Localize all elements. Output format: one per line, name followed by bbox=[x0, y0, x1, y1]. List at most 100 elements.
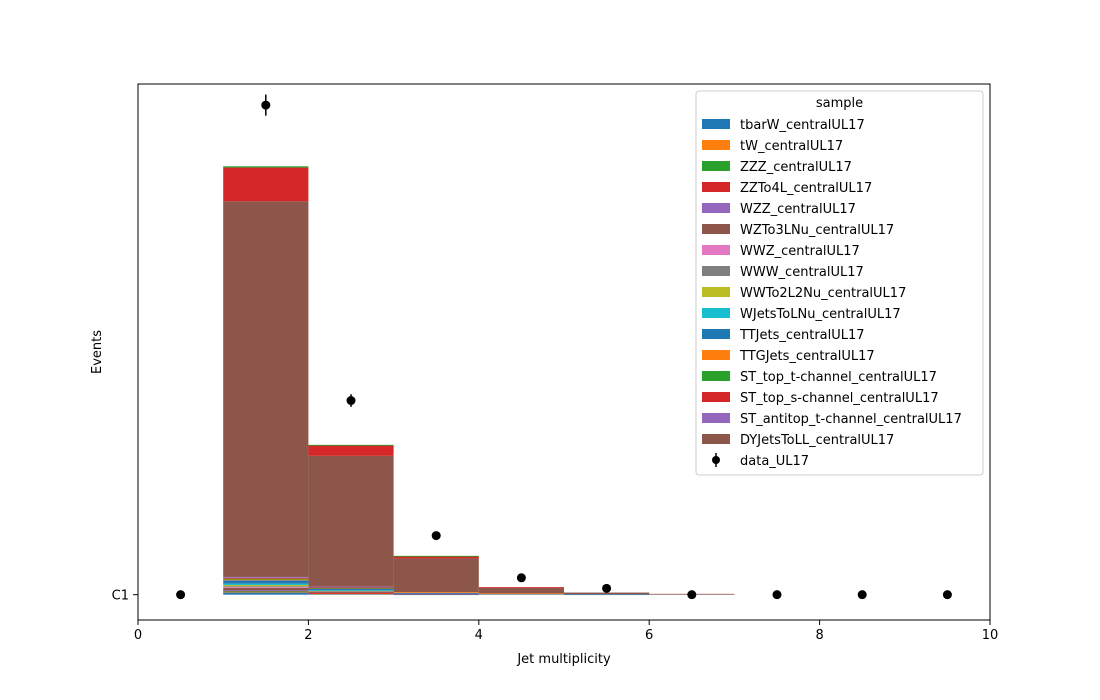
data-point-0 bbox=[176, 590, 186, 600]
legend-swatch-5 bbox=[702, 224, 730, 234]
bar-ST_antitop_t-channel_centralUL17-bin-1 bbox=[223, 576, 309, 578]
legend-swatch-3 bbox=[702, 182, 730, 192]
x-tick-label-10: 10 bbox=[982, 628, 999, 643]
bar-tbarW_centralUL17-bin-3 bbox=[393, 594, 479, 596]
x-tick-label-4: 4 bbox=[475, 628, 483, 643]
legend-entry-10: TTJets_centralUL17 bbox=[739, 328, 865, 343]
data-point-4 bbox=[516, 573, 526, 583]
legend-swatch-1 bbox=[702, 140, 730, 150]
legend-box bbox=[695, 90, 984, 476]
legend-swatch-4 bbox=[702, 203, 730, 213]
legend-entry-8: WWTo2L2Nu_centralUL17 bbox=[740, 286, 906, 301]
data-point-7 bbox=[772, 590, 782, 600]
bar-WZTo3LNu_centralUL17-bin-1 bbox=[223, 587, 309, 591]
bar-ST_top_t-channel_centralUL17-bin-1 bbox=[223, 578, 309, 580]
legend-swatch-9 bbox=[702, 308, 730, 318]
bar-WZTo3LNu_centralUL17-bin-2 bbox=[308, 591, 394, 593]
legend-entry-4: WZZ_centralUL17 bbox=[740, 202, 856, 217]
bar-ST_top_s-channel_centralUL17-bin-2 bbox=[308, 587, 394, 588]
legend-swatch-13 bbox=[702, 392, 730, 402]
data-point-9 bbox=[942, 590, 952, 600]
bar-WZZ_centralUL17-bin-1 bbox=[223, 590, 309, 591]
bar-ZZTo4L_centralUL17-bin-1 bbox=[223, 590, 309, 592]
bar-WWZ_centralUL17-bin-3 bbox=[393, 593, 479, 595]
legend-entry-data: data_UL17 bbox=[740, 454, 809, 469]
bar-ST_top_s-channel_centralUL17-bin-2 bbox=[308, 445, 394, 456]
bar-tW_centralUL17-bin-1 bbox=[223, 591, 309, 593]
legend-swatch-11 bbox=[702, 350, 730, 360]
data-points bbox=[176, 94, 952, 600]
bar-ZZZ_centralUL17-bin-1 bbox=[223, 591, 309, 593]
bar-ST_top_t-channel_centralUL17-bin-2 bbox=[308, 587, 394, 589]
bar-TTGJets_centralUL17-bin-3 bbox=[393, 592, 479, 593]
y-axis-label: Events bbox=[90, 330, 105, 374]
bar-tW_centralUL17-bin-2 bbox=[308, 593, 394, 595]
legend: sample tbarW_centralUL17 tW_centralUL17 ZZZ… bbox=[695, 90, 984, 476]
bar-ST_top_s-channel_centralUL17-bin-4 bbox=[478, 587, 564, 588]
bar-tbarW_centralUL17-bin-2 bbox=[308, 593, 394, 595]
bar-WWZ_centralUL17-bin-1 bbox=[223, 587, 309, 588]
legend-entry-6: WWZ_centralUL17 bbox=[740, 244, 860, 259]
bar-ST_top_s-channel_centralUL17-bin-3 bbox=[393, 556, 479, 559]
bar-WWTo2L2Nu_centralUL17-bin-1 bbox=[223, 584, 309, 587]
bar-TTJets_centralUL17-bin-5 bbox=[564, 594, 650, 596]
bar-TTJets_centralUL17-bin-1 bbox=[223, 580, 309, 584]
bar-ST_top_s-channel_centralUL17-bin-1 bbox=[223, 577, 309, 579]
legend-entry-2: ZZZ_centralUL17 bbox=[740, 160, 852, 175]
legend-swatch-10 bbox=[702, 329, 730, 339]
bar-ZZTo4L_centralUL17-bin-2 bbox=[308, 592, 394, 594]
bar-WJetsToLNu_centralUL17-bin-1 bbox=[223, 583, 309, 585]
bar-TTJets_centralUL17-bin-4 bbox=[478, 593, 564, 595]
legend-data-marker bbox=[712, 456, 720, 464]
x-tick-label-0: 0 bbox=[134, 628, 142, 643]
legend-entry-13: ST_top_s-channel_centralUL17 bbox=[740, 391, 939, 406]
x-axis-ticks: 0 2 4 6 8 10 bbox=[134, 620, 998, 643]
histogram-bars bbox=[223, 166, 735, 596]
legend-entry-0: tbarW_centralUL17 bbox=[740, 118, 865, 133]
legend-entry-11: TTGJets_centralUL17 bbox=[739, 349, 875, 364]
bar-ST_top_t-channel_centralUL17-bin-1 bbox=[223, 166, 309, 168]
legend-entry-7: WWW_centralUL17 bbox=[740, 265, 864, 280]
legend-entry-14: ST_antitop_t-channel_centralUL17 bbox=[740, 412, 962, 427]
bar-DYJetsToLL_centralUL17-bin-3 bbox=[393, 558, 479, 593]
data-point-3 bbox=[431, 531, 441, 541]
x-tick-label-6: 6 bbox=[645, 628, 653, 643]
y-axis-ticks: C1 bbox=[112, 589, 138, 604]
bar-TTGJets_centralUL17-bin-1 bbox=[223, 579, 309, 581]
data-point-5 bbox=[602, 583, 612, 593]
bar-WWTo2L2Nu_centralUL17-bin-2 bbox=[308, 590, 394, 592]
y-tick-label-0: C1 bbox=[112, 589, 129, 604]
legend-swatch-7 bbox=[702, 266, 730, 276]
bar-ST_top_s-channel_centralUL17-bin-1 bbox=[223, 167, 309, 202]
data-point-1 bbox=[261, 100, 271, 110]
data-point-2 bbox=[346, 396, 356, 406]
data-point-6 bbox=[687, 590, 697, 600]
legend-entry-1: tW_centralUL17 bbox=[740, 139, 843, 154]
legend-swatch-14 bbox=[702, 413, 730, 423]
legend-swatch-0 bbox=[702, 119, 730, 129]
legend-entry-5: WZTo3LNu_centralUL17 bbox=[740, 223, 894, 238]
bar-DYJetsToLL_centralUL17-bin-5 bbox=[564, 592, 650, 595]
x-tick-label-8: 8 bbox=[815, 628, 823, 643]
x-tick-label-2: 2 bbox=[304, 628, 312, 643]
bar-DYJetsToLL_centralUL17-bin-2 bbox=[308, 455, 394, 587]
bar-WWZ_centralUL17-bin-2 bbox=[308, 591, 394, 593]
bar-TTGJets_centralUL17-bin-4 bbox=[478, 593, 564, 595]
bar-tbarW_centralUL17-bin-1 bbox=[223, 592, 309, 595]
legend-entry-12: ST_top_t-channel_centralUL17 bbox=[740, 370, 937, 385]
x-axis-label: Jet multiplicity bbox=[516, 652, 611, 667]
bar-ST_antitop_t-channel_centralUL17-bin-2 bbox=[308, 586, 394, 588]
bar-DYJetsToLL_centralUL17-bin-4 bbox=[478, 587, 564, 594]
legend-swatch-15 bbox=[702, 434, 730, 444]
legend-swatch-8 bbox=[702, 287, 730, 297]
legend-swatch-6 bbox=[702, 245, 730, 255]
legend-entry-3: ZZTo4L_centralUL17 bbox=[740, 181, 872, 196]
data-point-8 bbox=[857, 590, 867, 600]
legend-swatch-2 bbox=[702, 161, 730, 171]
legend-entry-9: WJetsToLNu_centralUL17 bbox=[740, 307, 901, 322]
bar-ST_top_t-channel_centralUL17-bin-2 bbox=[308, 444, 394, 446]
bar-TTJets_centralUL17-bin-2 bbox=[308, 588, 394, 591]
bar-WWW_centralUL17-bin-1 bbox=[223, 586, 309, 588]
bar-WWW_centralUL17-bin-2 bbox=[308, 590, 394, 592]
